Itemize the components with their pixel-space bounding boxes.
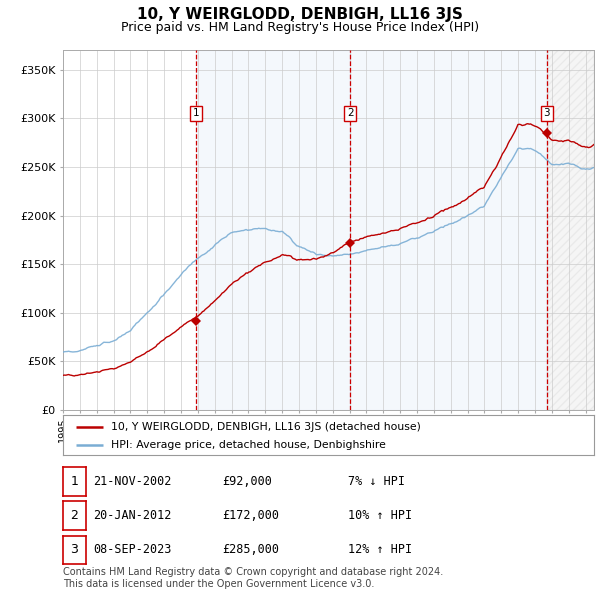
Text: 1: 1 [70, 475, 79, 488]
Text: HPI: Average price, detached house, Denbighshire: HPI: Average price, detached house, Denb… [111, 441, 386, 450]
Bar [350, 50, 547, 410]
Text: 7% ↓ HPI: 7% ↓ HPI [348, 475, 405, 488]
Bar [547, 50, 594, 410]
Text: £92,000: £92,000 [222, 475, 272, 488]
Text: £285,000: £285,000 [222, 543, 279, 556]
Text: 20-JAN-2012: 20-JAN-2012 [93, 509, 172, 522]
Bar [547, 50, 594, 410]
Text: 3: 3 [544, 109, 550, 119]
Text: 10% ↑ HPI: 10% ↑ HPI [348, 509, 412, 522]
Text: 21-NOV-2002: 21-NOV-2002 [93, 475, 172, 488]
Text: 08-SEP-2023: 08-SEP-2023 [93, 543, 172, 556]
Text: 10, Y WEIRGLODD, DENBIGH, LL16 3JS (detached house): 10, Y WEIRGLODD, DENBIGH, LL16 3JS (deta… [111, 422, 421, 432]
Text: 10, Y WEIRGLODD, DENBIGH, LL16 3JS: 10, Y WEIRGLODD, DENBIGH, LL16 3JS [137, 7, 463, 22]
Text: 2: 2 [70, 509, 79, 522]
Text: £172,000: £172,000 [222, 509, 279, 522]
Text: 3: 3 [70, 543, 79, 556]
Bar [196, 50, 350, 410]
Text: 1: 1 [193, 109, 199, 119]
Text: 2: 2 [347, 109, 354, 119]
Text: Price paid vs. HM Land Registry's House Price Index (HPI): Price paid vs. HM Land Registry's House … [121, 21, 479, 34]
Text: 12% ↑ HPI: 12% ↑ HPI [348, 543, 412, 556]
Text: Contains HM Land Registry data © Crown copyright and database right 2024.
This d: Contains HM Land Registry data © Crown c… [63, 567, 443, 589]
